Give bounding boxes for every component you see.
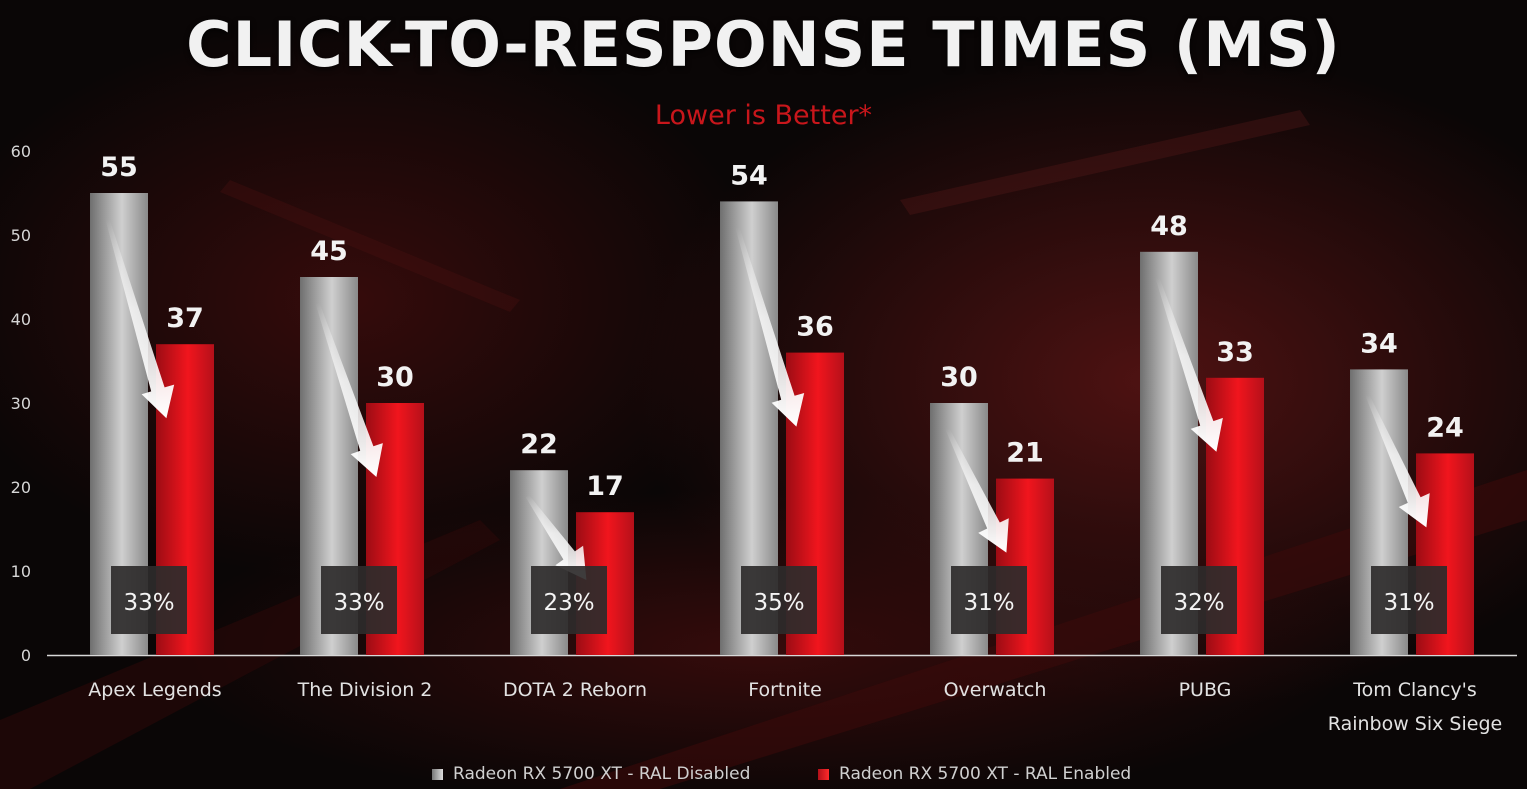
improvement-box: [531, 566, 607, 634]
legend-item-enabled: Radeon RX 5700 XT - RAL Enabled: [818, 764, 1131, 784]
reduction-arrow: [1155, 277, 1223, 452]
value-label-ral-disabled: 45: [310, 236, 348, 267]
reduction-arrow: [1365, 394, 1430, 528]
improvement-label: 31%: [963, 590, 1014, 616]
value-label-ral-enabled: 33: [1216, 337, 1254, 368]
improvement-label: 33%: [333, 590, 384, 616]
chart-title: CLICK-TO-RESPONSE TIMES (MS): [186, 8, 1341, 81]
reduction-arrow: [945, 428, 1009, 553]
y-axis: 0 10 20 30 40 50 60: [11, 142, 1517, 665]
category-label: DOTA 2 Reborn: [503, 679, 647, 701]
improvement-box: [951, 566, 1027, 634]
improvement-box: [741, 566, 817, 634]
y-tick-label: 0: [21, 646, 31, 665]
value-label-ral-enabled: 21: [1006, 438, 1044, 469]
improvement-label: 23%: [543, 590, 594, 616]
value-label-ral-disabled: 30: [940, 362, 978, 393]
legend: Radeon RX 5700 XT - RAL Disabled Radeon …: [0, 764, 1527, 788]
value-label-ral-enabled: 24: [1426, 412, 1464, 443]
legend-swatch-disabled: [432, 768, 443, 780]
improvement-box: [1161, 566, 1237, 634]
legend-swatch-enabled: [818, 768, 829, 780]
value-label-ral-disabled: 34: [1360, 328, 1398, 359]
value-label-ral-disabled: 55: [100, 152, 138, 183]
reduction-arrow: [735, 226, 805, 427]
legend-label-enabled: Radeon RX 5700 XT - RAL Enabled: [839, 764, 1132, 784]
improvement-label: 32%: [1173, 590, 1224, 616]
value-label-ral-disabled: 54: [730, 160, 768, 191]
y-tick-label: 20: [11, 478, 31, 497]
chart-subtitle: Lower is Better*: [654, 100, 873, 131]
value-label-ral-enabled: 36: [796, 312, 834, 343]
improvement-label: 33%: [123, 590, 174, 616]
reduction-arrow: [315, 302, 383, 477]
value-label-ral-enabled: 30: [376, 362, 414, 393]
category-label: Fortnite: [748, 679, 822, 701]
value-label-ral-disabled: 22: [520, 429, 558, 460]
improvement-box: [1371, 566, 1447, 634]
improvement-box: [321, 566, 397, 634]
legend-label-disabled: Radeon RX 5700 XT - RAL Disabled: [453, 764, 751, 784]
y-tick-label: 50: [11, 226, 31, 245]
value-label-ral-enabled: 17: [586, 471, 624, 502]
improvement-label: 35%: [753, 590, 804, 616]
category-label: Apex Legends: [88, 679, 221, 701]
reduction-arrow: [105, 218, 175, 419]
y-tick-label: 60: [11, 142, 31, 161]
y-tick-label: 10: [11, 562, 31, 581]
reduction-arrow: [525, 495, 587, 580]
value-label-ral-enabled: 37: [166, 303, 204, 334]
value-label-ral-disabled: 48: [1150, 211, 1188, 242]
improvement-box: [111, 566, 187, 634]
category-label: The Division 2: [297, 679, 433, 701]
category-label: Rainbow Six Siege: [1328, 713, 1502, 735]
category-label: Overwatch: [944, 679, 1047, 701]
category-label: PUBG: [1179, 679, 1232, 701]
category-label: Tom Clancy's: [1352, 679, 1477, 701]
y-tick-label: 30: [11, 394, 31, 413]
y-tick-label: 40: [11, 310, 31, 329]
improvement-label: 31%: [1383, 590, 1434, 616]
legend-item-disabled: Radeon RX 5700 XT - RAL Disabled: [432, 764, 750, 784]
labels: 33% 55 37 Apex Legends 33% 45 30 The Division 2…: [88, 152, 1502, 735]
arrows: [105, 218, 1430, 580]
